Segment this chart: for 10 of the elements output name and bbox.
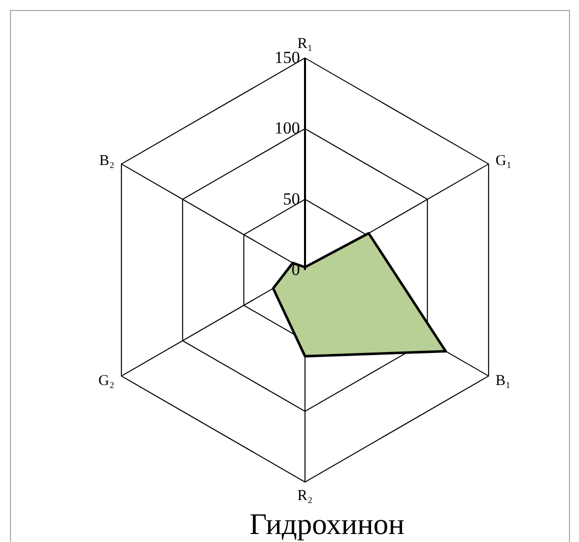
spoke-label: R₁ — [297, 36, 313, 52]
y-tick-label: 100 — [274, 118, 300, 138]
spoke-label: G₂ — [98, 373, 114, 389]
spoke-label: R₂ — [297, 488, 313, 504]
spoke-label: B₂ — [99, 153, 114, 169]
spoke-label: G₁ — [496, 153, 512, 169]
y-tick-label: 50 — [283, 189, 300, 208]
y-tick-label: 150 — [274, 48, 300, 67]
text: Гидрохинон — [250, 508, 404, 541]
spoke-label: B₁ — [496, 373, 511, 389]
